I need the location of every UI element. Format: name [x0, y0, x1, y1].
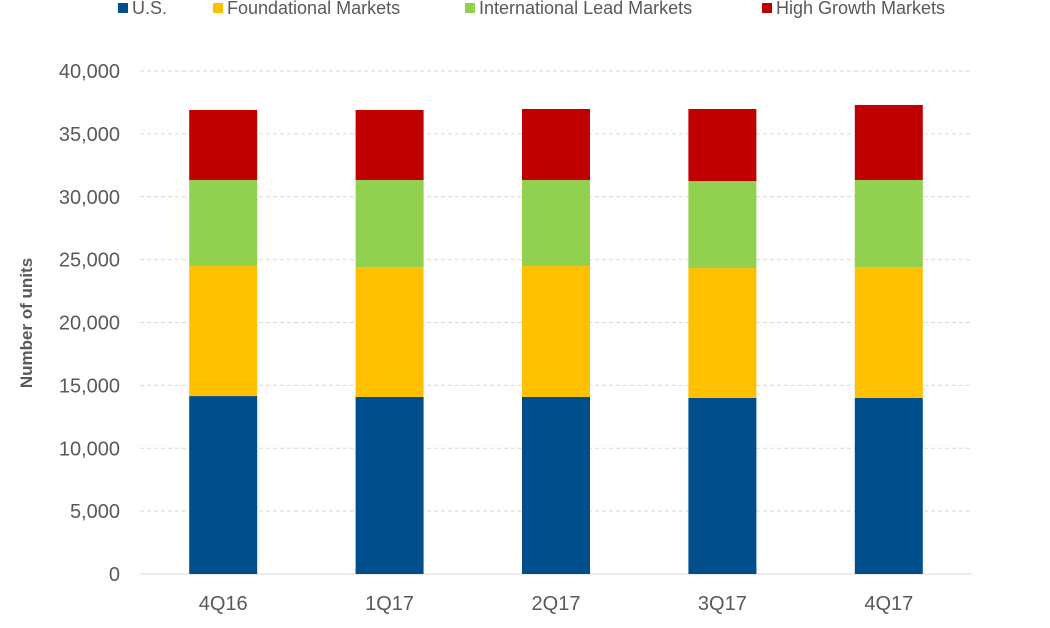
- x-axis-ticks: 4Q16 1Q17 2Q17 3Q17 4Q17: [199, 593, 914, 615]
- legend-label: International Lead Markets: [479, 0, 692, 18]
- bar-segment: [355, 109, 424, 181]
- bar-segment: [522, 266, 590, 397]
- bar-segment: [522, 396, 590, 574]
- y-tick-label: 25,000: [59, 250, 120, 272]
- bar-segment: [522, 108, 590, 181]
- x-tick-label: 3Q17: [698, 593, 747, 615]
- bar-segment: [189, 109, 258, 181]
- y-tick-label: 5,000: [70, 501, 120, 523]
- y-tick-label: 20,000: [59, 313, 120, 335]
- legend: U.S. Foundational Markets International Le…: [118, 0, 945, 18]
- bar-segment: [854, 397, 923, 574]
- x-tick-label: 4Q16: [199, 593, 248, 615]
- bar-segment: [854, 180, 923, 268]
- legend-swatch: [118, 3, 128, 13]
- x-tick-label: 2Q17: [532, 593, 581, 615]
- bar-segment: [189, 266, 258, 397]
- y-tick-label: 10,000: [59, 438, 120, 460]
- legend-label: High Growth Markets: [776, 0, 945, 18]
- legend-label: U.S.: [132, 0, 167, 18]
- bar-segment: [355, 267, 424, 397]
- y-axis-ticks: 0 5,000 10,000 15,000 20,000 25,000 30,000 35,0…: [59, 61, 120, 586]
- legend-swatch: [465, 3, 475, 13]
- bar-segment: [189, 396, 258, 574]
- bar-segment: [522, 180, 590, 267]
- bar-segment: [189, 180, 258, 267]
- bar-segment: [688, 108, 757, 182]
- legend-swatch: [213, 3, 223, 13]
- bar-segment: [688, 397, 757, 574]
- legend-swatch: [762, 3, 772, 13]
- y-tick-label: 30,000: [59, 187, 120, 209]
- bar-segment: [355, 396, 424, 574]
- bar-segment: [854, 267, 923, 398]
- y-tick-label: 35,000: [59, 124, 120, 146]
- bar-segment: [688, 268, 757, 398]
- bar-segment: [355, 180, 424, 268]
- y-tick-label: 40,000: [59, 61, 120, 83]
- y-tick-label: 15,000: [59, 375, 120, 397]
- bars: [189, 104, 923, 574]
- bar-segment: [854, 104, 923, 181]
- y-tick-label: 0: [109, 564, 120, 586]
- x-tick-label: 4Q17: [864, 593, 913, 615]
- y-axis-label: Number of units: [17, 258, 36, 388]
- bar-segment: [688, 181, 757, 269]
- x-tick-label: 1Q17: [365, 593, 414, 615]
- legend-label: Foundational Markets: [227, 0, 400, 18]
